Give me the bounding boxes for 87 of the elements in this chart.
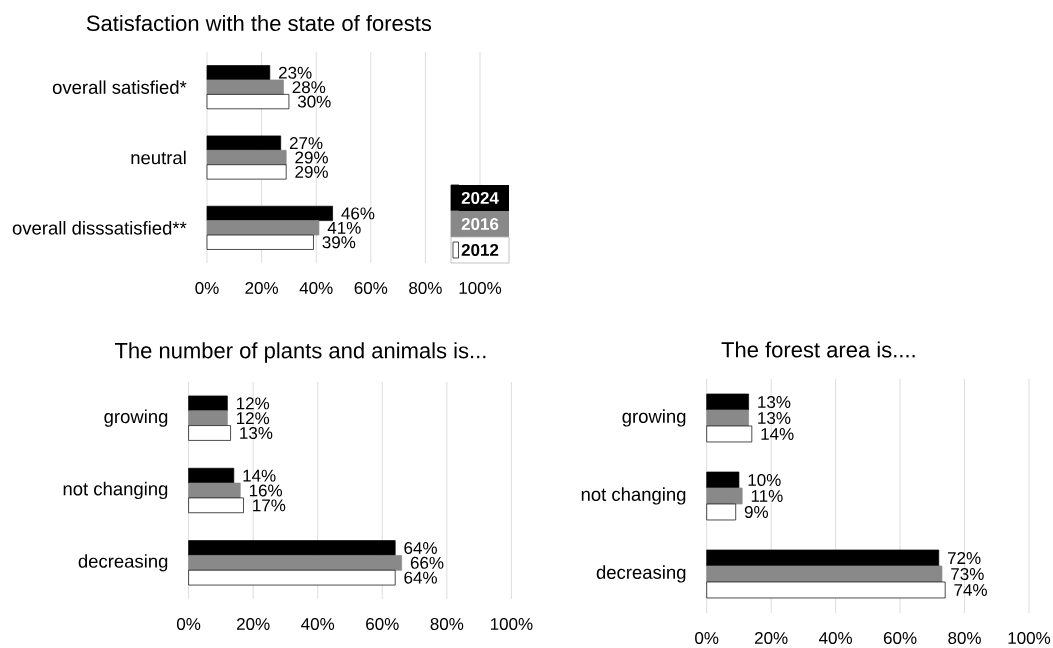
x-tick-label: 80% [948, 631, 981, 645]
bar [188, 497, 244, 514]
x-tick-label: 80% [430, 617, 464, 631]
data-label: 17% [253, 499, 286, 512]
x-tick-label: 40% [301, 617, 335, 631]
bar [188, 555, 402, 571]
data-label: 10% [748, 473, 781, 487]
bar [188, 467, 235, 484]
data-label: 14% [761, 428, 794, 440]
x-tick-label: 60% [883, 631, 917, 645]
bar [206, 149, 287, 166]
x-tick-label: 100% [1008, 631, 1051, 645]
x-tick-label: 80% [409, 281, 442, 295]
y-tick-label: not changing [581, 487, 686, 505]
bar [188, 540, 396, 556]
data-label: 13% [758, 411, 791, 425]
bar [188, 410, 228, 426]
data-label: 13% [240, 426, 273, 440]
bar [706, 393, 749, 411]
x-tick-label: 0% [695, 631, 719, 645]
bar [706, 425, 753, 443]
bar [206, 234, 314, 250]
data-label: 12% [236, 412, 270, 425]
data-label: 11% [751, 490, 783, 502]
data-label: 64% [404, 541, 437, 555]
bar [188, 425, 231, 441]
data-label: 72% [947, 552, 981, 564]
y-tick-label: not changing [63, 481, 168, 500]
x-tick-label: 0% [176, 617, 201, 631]
legend-label: 2012 [461, 243, 499, 257]
data-label: 41% [327, 221, 361, 234]
bar [706, 565, 943, 583]
bar [206, 65, 271, 81]
y-tick-label: overall satisfied* [52, 80, 187, 94]
x-tick-label: 100% [490, 617, 533, 631]
data-label: 74% [954, 584, 987, 596]
data-label: 30% [297, 95, 331, 108]
data-label: 66% [410, 556, 444, 569]
data-label: 27% [289, 137, 323, 150]
y-tick-label: decreasing [78, 554, 168, 572]
x-tick-label: 100% [459, 281, 502, 295]
bar [188, 569, 396, 586]
bar [706, 471, 740, 489]
data-label: 14% [243, 469, 276, 482]
bar [206, 205, 333, 221]
data-label: 9% [744, 505, 769, 519]
x-tick-label: 0% [195, 281, 219, 295]
data-label: 46% [341, 207, 375, 220]
chart-title: The number of plants and animals is... [114, 342, 486, 363]
y-tick-label: growing [104, 409, 168, 427]
x-tick-label: 40% [819, 631, 853, 645]
y-tick-label: neutral [131, 150, 186, 165]
bar [706, 581, 946, 599]
bar [206, 79, 284, 95]
bar [188, 482, 241, 499]
data-label: 28% [292, 81, 326, 94]
bar [706, 409, 749, 427]
bar [188, 395, 228, 412]
y-tick-label: overall disssatisfied** [12, 221, 187, 235]
data-label: 23% [279, 66, 312, 79]
data-label: 29% [295, 151, 328, 164]
y-tick-label: growing [622, 409, 686, 427]
chart-title: The forest area is.... [721, 341, 915, 358]
bar [206, 164, 287, 180]
x-tick-label: 20% [755, 631, 788, 645]
data-label: 64% [404, 571, 437, 584]
bar [206, 94, 290, 110]
legend-label: 2016 [461, 217, 499, 231]
bar [706, 503, 737, 521]
bar [206, 220, 320, 236]
data-label: 12% [236, 397, 270, 410]
legend-label: 2024 [461, 191, 499, 205]
chart-title: Satisfaction with the state of forests [86, 14, 432, 32]
x-tick-label: 40% [299, 281, 333, 295]
x-tick-label: 20% [245, 281, 278, 295]
data-label: 73% [951, 567, 984, 581]
data-label: 39% [322, 236, 356, 249]
x-tick-label: 60% [366, 617, 399, 631]
data-label: 13% [758, 395, 791, 409]
y-tick-label: decreasing [596, 565, 686, 583]
bar [206, 135, 282, 151]
x-tick-label: 20% [237, 617, 270, 631]
data-label: 16% [249, 484, 283, 497]
data-label: 29% [295, 165, 328, 178]
x-tick-label: 60% [354, 281, 388, 295]
bar [706, 487, 743, 505]
bar [706, 549, 940, 567]
